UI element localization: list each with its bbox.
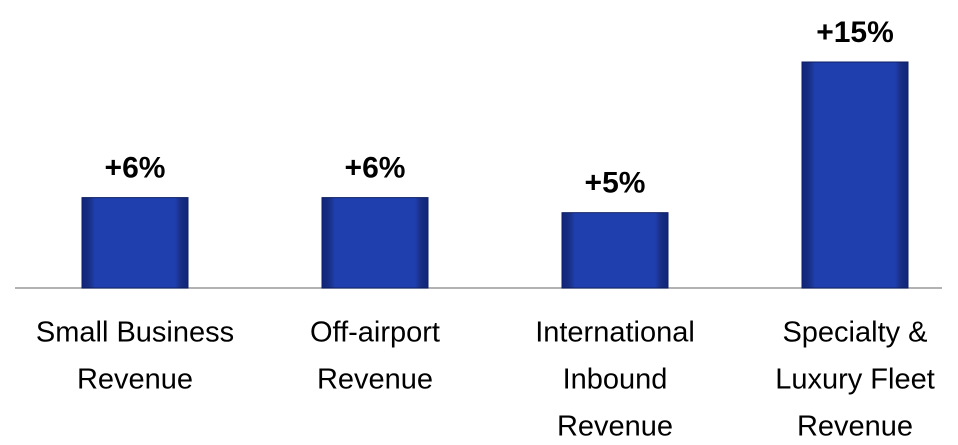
x-tick-label: Inbound: [563, 364, 668, 396]
value-label: +6%: [105, 152, 166, 185]
value-label: +5%: [585, 167, 646, 200]
x-tick-label: Revenue: [317, 364, 433, 396]
x-tick-label: Revenue: [797, 411, 913, 443]
value-label: +6%: [345, 152, 406, 185]
bar: [561, 212, 669, 289]
x-tick-label: Small Business: [36, 317, 234, 349]
x-tick-label: Revenue: [77, 364, 193, 396]
value-label: +15%: [816, 16, 894, 49]
x-tick-label: Specialty &: [782, 317, 927, 349]
x-tick-label: Revenue: [557, 411, 673, 443]
bar: [81, 197, 189, 289]
bar: [801, 61, 909, 289]
x-tick-label: International: [535, 317, 695, 349]
x-tick-label: Luxury Fleet: [775, 364, 935, 396]
bar: [321, 197, 429, 289]
x-tick-label: Off-airport: [310, 317, 440, 349]
